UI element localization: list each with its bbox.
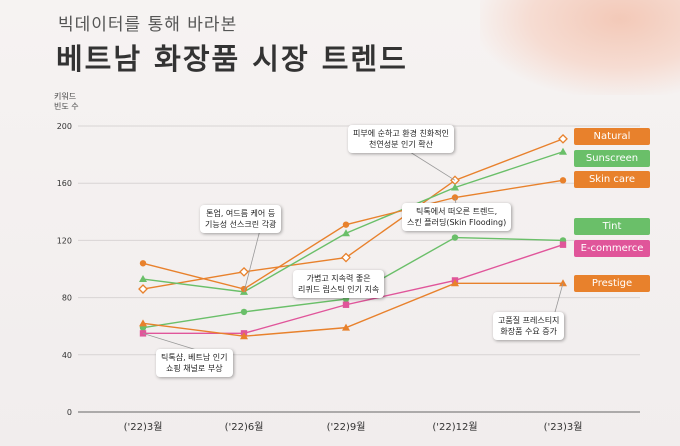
- y-axis-label-line-2: 빈도 수: [54, 102, 79, 111]
- legend-prestige: Prestige: [574, 275, 650, 292]
- data-point: [342, 229, 350, 237]
- data-point: [138, 284, 148, 294]
- data-point: [139, 319, 147, 327]
- data-point: [559, 177, 567, 184]
- data-point: [240, 285, 248, 293]
- callout-skin-care: 틱톡에서 떠오른 트렌드, 스킨 플러딩(Skin Flooding): [402, 203, 512, 231]
- x-tick-label: ('23)3월: [544, 421, 583, 433]
- legend-natural: Natural: [574, 128, 650, 145]
- callout-connector: [409, 151, 456, 181]
- y-tick-label: 0: [67, 408, 72, 417]
- data-point: [239, 266, 249, 277]
- data-point: [451, 234, 459, 241]
- data-point: [342, 221, 350, 228]
- legend-tint: Tint: [574, 218, 650, 235]
- data-point: [342, 301, 350, 308]
- page-subtitle: 빅데이터를 통해 바라본: [58, 15, 238, 35]
- x-tick-label: ('22)6월: [225, 421, 264, 433]
- callout-connector: [554, 283, 564, 313]
- legend-sunscreen: Sunscreen: [574, 150, 650, 167]
- callout-natural: 피부에 순하고 환경 친화적인 천연성분 인기 확산: [348, 125, 454, 153]
- x-tick-label: ('22)3월: [124, 421, 163, 433]
- callout-connector: [243, 229, 261, 292]
- data-point: [341, 252, 351, 263]
- callout-prestige: 고품질 프레스티지 화장품 수요 증가: [493, 312, 565, 340]
- y-tick-label: 120: [57, 236, 72, 245]
- data-point: [559, 241, 567, 248]
- data-point: [240, 308, 248, 316]
- data-point: [451, 279, 459, 287]
- y-tick-label: 40: [62, 351, 72, 360]
- y-tick-label: 160: [57, 179, 72, 188]
- data-point: [558, 133, 568, 144]
- x-tick-label: ('22)9월: [327, 421, 366, 433]
- callout-tint: 가볍고 지속력 좋은 리퀴드 립스틱 인기 지속: [293, 270, 385, 298]
- legend-skin-care: Skin care: [574, 171, 650, 188]
- callout-sunscreen: 톤업, 여드름 케어 등 기능성 선스크린 각광: [200, 205, 282, 233]
- legend-e-commerce: E-commerce: [574, 240, 650, 257]
- page-title: 베트남 화장품 시장 트렌드: [56, 42, 408, 76]
- y-axis-label-line-1: 키워드: [54, 92, 77, 101]
- data-point: [240, 332, 248, 340]
- data-point: [342, 323, 350, 331]
- data-point: [559, 279, 567, 287]
- data-point: [139, 275, 147, 283]
- y-tick-label: 200: [57, 122, 72, 131]
- y-axis-label: 키워드 빈도 수: [54, 92, 94, 112]
- callout-e-commerce: 틱톡샵, 베트남 인기 쇼핑 채널로 부상: [156, 349, 233, 377]
- data-point: [559, 147, 567, 155]
- data-point: [139, 330, 147, 337]
- cosmetics-decoration: [480, 0, 680, 95]
- data-point: [451, 183, 459, 191]
- y-tick-label: 80: [62, 294, 72, 303]
- x-tick-label: ('22)12월: [432, 421, 477, 433]
- data-point: [139, 260, 147, 267]
- callout-connector: [142, 332, 201, 352]
